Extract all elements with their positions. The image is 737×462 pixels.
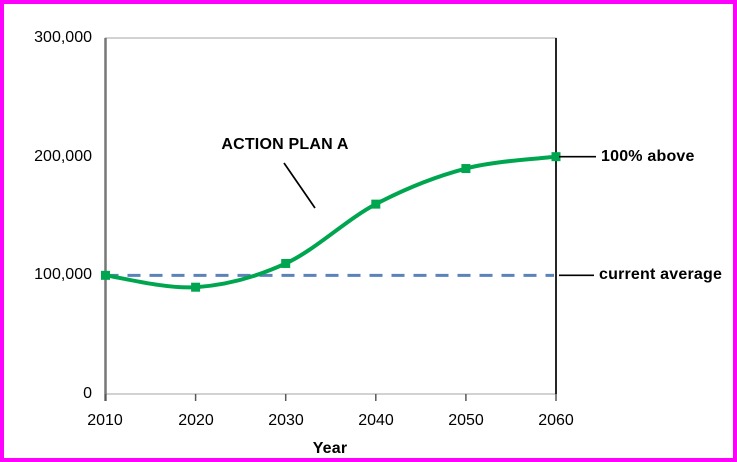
endpoint-annotation-label: 100% above <box>601 148 695 165</box>
data-point-marker <box>281 258 291 268</box>
data-point-marker <box>461 164 471 174</box>
chart-plot-area <box>101 37 596 401</box>
x-tick-label-2020: 2020 <box>178 412 214 429</box>
y-tick-label-300000: 300,000 <box>34 29 92 46</box>
y-tick-label-200000: 200,000 <box>34 148 92 165</box>
data-point-marker <box>551 152 561 162</box>
data-point-marker <box>101 270 110 280</box>
annotation-pointer-line <box>283 162 316 209</box>
x-tick-label-2010: 2010 <box>87 412 123 429</box>
series-annotation-label: ACTION PLAN A <box>221 136 349 153</box>
x-tick-label-2060: 2060 <box>538 412 574 429</box>
x-tick-label-2050: 2050 <box>448 412 484 429</box>
data-point-marker <box>191 282 201 292</box>
x-tick-label-2040: 2040 <box>358 412 394 429</box>
reference-annotation-label: current average <box>599 266 723 283</box>
series-line-action-plan-a <box>103 154 558 290</box>
y-tick-label-0: 0 <box>83 385 92 402</box>
y-tick-label-100000: 100,000 <box>34 266 92 283</box>
x-axis-title: Year <box>312 440 348 457</box>
data-point-marker <box>371 199 381 209</box>
x-tick-label-2030: 2030 <box>268 412 304 429</box>
plot-area-border <box>104 37 557 395</box>
